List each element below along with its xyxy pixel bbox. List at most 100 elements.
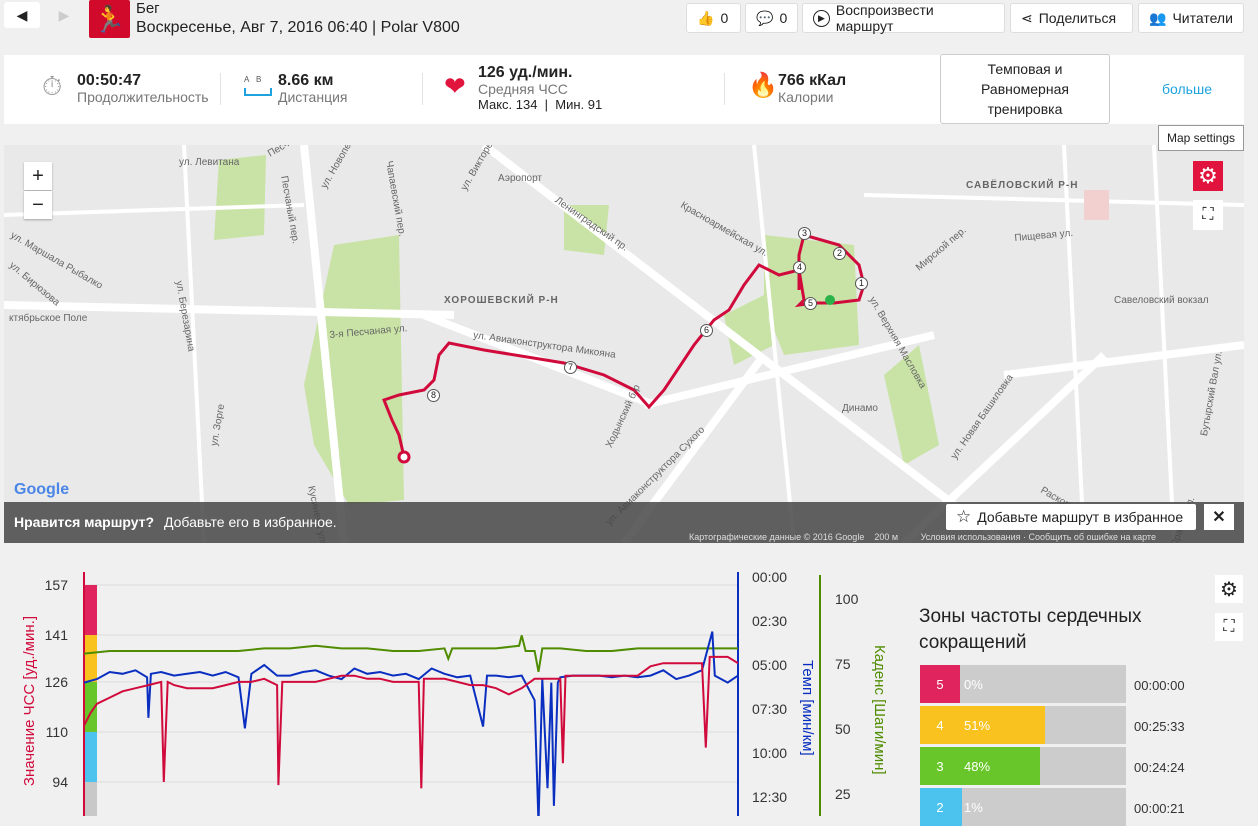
like-count: 0 [720,10,729,26]
chart-fullscreen-button[interactable]: ⛶ [1215,613,1243,641]
comment-count: 0 [779,10,788,26]
pace-tick-label: 10:00 [752,745,787,761]
hr-tick-label: 157 [45,577,69,593]
star-icon: ☆ [956,507,972,526]
cadence-tick-label: 25 [835,786,851,802]
hr-zone-band [85,731,97,782]
map-scale: 200 м [874,532,899,542]
gear-icon: ⚙ [1220,578,1238,601]
distance-value: 8.66 км [278,72,334,89]
zone-bar-track: 48% [960,747,1126,785]
sport-name: Бег [136,0,160,17]
map-attribution: Картографические данные © 2016 Google 20… [689,532,1156,542]
fullscreen-button[interactable]: ⛶ [1193,200,1223,230]
zone-percent: 51% [964,718,991,733]
zone-bar-track: 51% [960,706,1126,744]
duration-value: 00:50:47 [77,72,142,89]
hr-axis-title: Значение ЧСС [уд./мин.] [21,616,38,787]
session-info: Воскресенье, Авг 7, 2016 06:40 | Polar V… [136,19,460,36]
share-button[interactable]: ⋖ Поделиться [1010,3,1133,33]
zone-time: 00:25:33 [1134,719,1185,734]
add-fav-label: Добавьте маршрут в избранное [977,509,1184,525]
avg-hr-label: Средняя ЧСС [478,81,568,97]
route-map[interactable]: ул. ЛевитанаПесчаная ул.АэропортЛенингра… [4,145,1244,543]
readers-button[interactable]: 👥 Читатели [1138,3,1244,33]
cadence-tick-label: 50 [835,721,851,737]
hr-zone-row: 4 51% 00:25:33 [920,706,1250,744]
pace-tick-label: 07:30 [752,701,787,717]
route-km-marker: 5 [804,297,817,310]
forward-button[interactable]: ▶ [46,2,82,28]
zone-percent: 0% [964,677,983,692]
like-button[interactable]: 👍 0 [686,3,741,33]
map-label: Динамо [842,403,878,414]
cadence-tick-label: 75 [835,656,851,672]
add-to-favorites-button[interactable]: ☆ Добавьте маршрут в избранное [946,504,1196,530]
map-label: Аэропорт [498,173,543,184]
map-canvas [4,145,1244,543]
hr-tick-label: 94 [52,774,68,790]
replay-label: Воспроизвести маршрут [835,2,934,34]
map-label: ХОРОШЕВСКИЙ Р-Н [444,295,559,306]
close-favorite-bar-button[interactable]: ✕ [1204,504,1234,530]
hr-zone-band [85,782,97,816]
pace-tick-label: 00:00 [752,569,787,585]
thumbs-up-icon: 👍 [697,9,715,26]
favorite-bar: Нравится маршрут? Добавьте его в избранн… [4,502,1244,543]
like-route-text: Нравится маршрут? [14,514,155,530]
plus-icon: + [32,164,44,187]
expand-icon: ⛶ [1223,618,1235,635]
hr-zone-band [85,585,97,636]
duration-label: Продолжительность [77,89,209,105]
route-km-marker: 6 [700,324,713,337]
more-link[interactable]: больше [1162,81,1212,97]
training-chart[interactable]: 157 141 126 110 94 00:00 02:30 05:00 07:30 10:00 1… [0,560,900,816]
gear-icon: ⚙ [1198,163,1218,188]
zoom-in-button[interactable]: + [24,162,52,190]
zone-bar-fill [960,706,1045,744]
route-km-marker: 4 [793,261,806,274]
running-icon: 🏃 [89,0,130,38]
map-settings-tooltip: Map settings [1158,125,1245,151]
pace-series-line [83,631,739,816]
map-settings-button[interactable]: ⚙ [1193,161,1223,191]
replay-route-button[interactable]: ▶ Воспроизвести маршрут [802,2,1005,34]
map-label: САВЁЛОВСКИЙ Р-Н [966,180,1079,191]
zone-number: 4 [920,706,960,744]
zone-time: 00:24:24 [1134,760,1185,775]
chart-settings-button[interactable]: ⚙ [1215,575,1243,603]
pace-axis-title: Темп [мин/км] [799,660,816,756]
zone-percent: 48% [964,759,991,774]
flame-icon: 🔥 [748,72,778,99]
report-link[interactable]: Сообщить об ошибке на карте [1028,532,1156,542]
terms-link[interactable]: Условия использования [920,532,1021,542]
zoom-out-button[interactable]: − [24,191,52,219]
hr-tick-label: 141 [45,627,69,643]
start-marker [825,295,835,305]
zones-title: Зоны частоты сердечных сокращений [919,606,1142,653]
route-km-marker: 2 [833,247,846,260]
hr-zone-row: 2 1% 00:00:21 [920,788,1250,826]
hr-zone-band [85,635,97,682]
map-label: ктябрьское Поле [9,313,88,324]
map-label: ул. Левитана [179,157,240,168]
hr-series-line [83,655,739,789]
training-benefit-button[interactable]: Темповая и Равномерная тренировка [940,54,1110,124]
comment-button[interactable]: 💬 0 [745,3,798,33]
stopwatch-icon: ⏱ [42,71,63,101]
zone-percent: 1% [964,800,983,815]
pace-tick-label: 05:00 [752,657,787,673]
route-km-marker: 8 [427,389,440,402]
zone-bar-track: 1% [960,788,1126,826]
hr-zone-row: 3 48% 00:24:24 [920,747,1250,785]
zone-number: 2 [920,788,960,826]
readers-label: Читатели [1172,10,1233,26]
route-km-marker: 7 [564,361,577,374]
map-label: Савеловский вокзал [1114,295,1209,306]
calories-value: 766 кКал [778,72,847,89]
route-km-marker: 1 [855,277,868,290]
hr-min-max: Макс. 134 | Мин. 91 [478,97,603,112]
cadence-series-line [83,635,738,672]
back-button[interactable]: ◀ [4,2,40,28]
play-icon: ▶ [813,9,830,27]
